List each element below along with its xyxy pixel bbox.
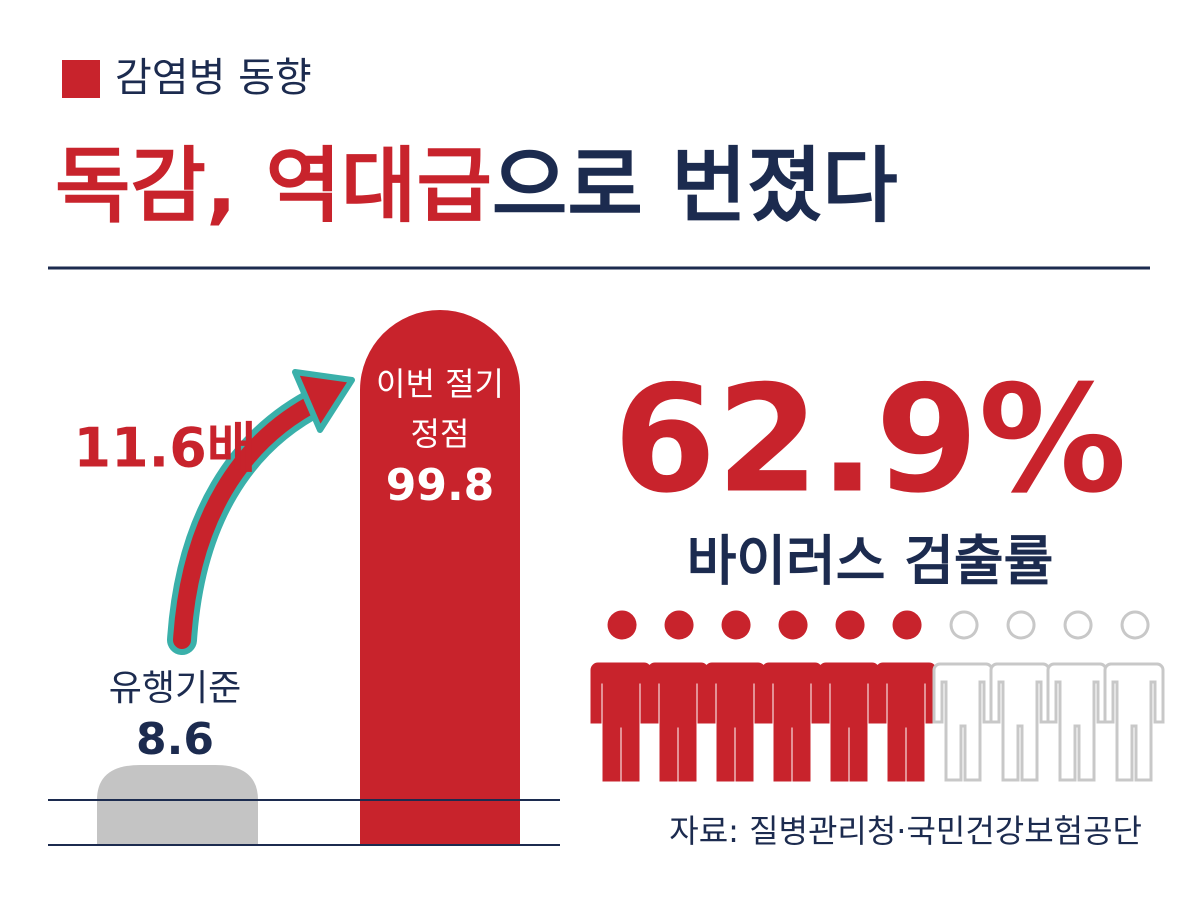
people-icons bbox=[590, 610, 1165, 782]
multiplier: 11.6배 bbox=[74, 417, 257, 480]
peak-bar bbox=[360, 310, 520, 845]
stat-value: 62.9% bbox=[613, 354, 1126, 526]
person-empty bbox=[1103, 610, 1165, 782]
peak-label: 이번 절기 bbox=[376, 365, 504, 403]
headline: 독감, 역대급으로 번졌다 bbox=[55, 139, 898, 234]
arrow-head bbox=[292, 369, 355, 433]
stat-label: 바이러스 검출률 bbox=[687, 530, 1054, 593]
peak-value: 99.8 bbox=[386, 460, 495, 511]
baseline-label: 유행기준 bbox=[109, 668, 241, 709]
section-marker bbox=[62, 60, 100, 98]
arrow-body bbox=[173, 391, 329, 649]
baseline-value: 8.6 bbox=[136, 714, 214, 765]
baseline-bar bbox=[97, 765, 258, 845]
section-title: 감염병 동향 bbox=[115, 55, 312, 101]
peak-label: 정점 bbox=[411, 415, 470, 453]
source: 자료: 질병관리청·국민건강보험공단 bbox=[669, 812, 1142, 850]
headline-navy: 으로 번졌다 bbox=[492, 139, 898, 234]
headline-red: 독감, 역대급 bbox=[55, 139, 492, 234]
